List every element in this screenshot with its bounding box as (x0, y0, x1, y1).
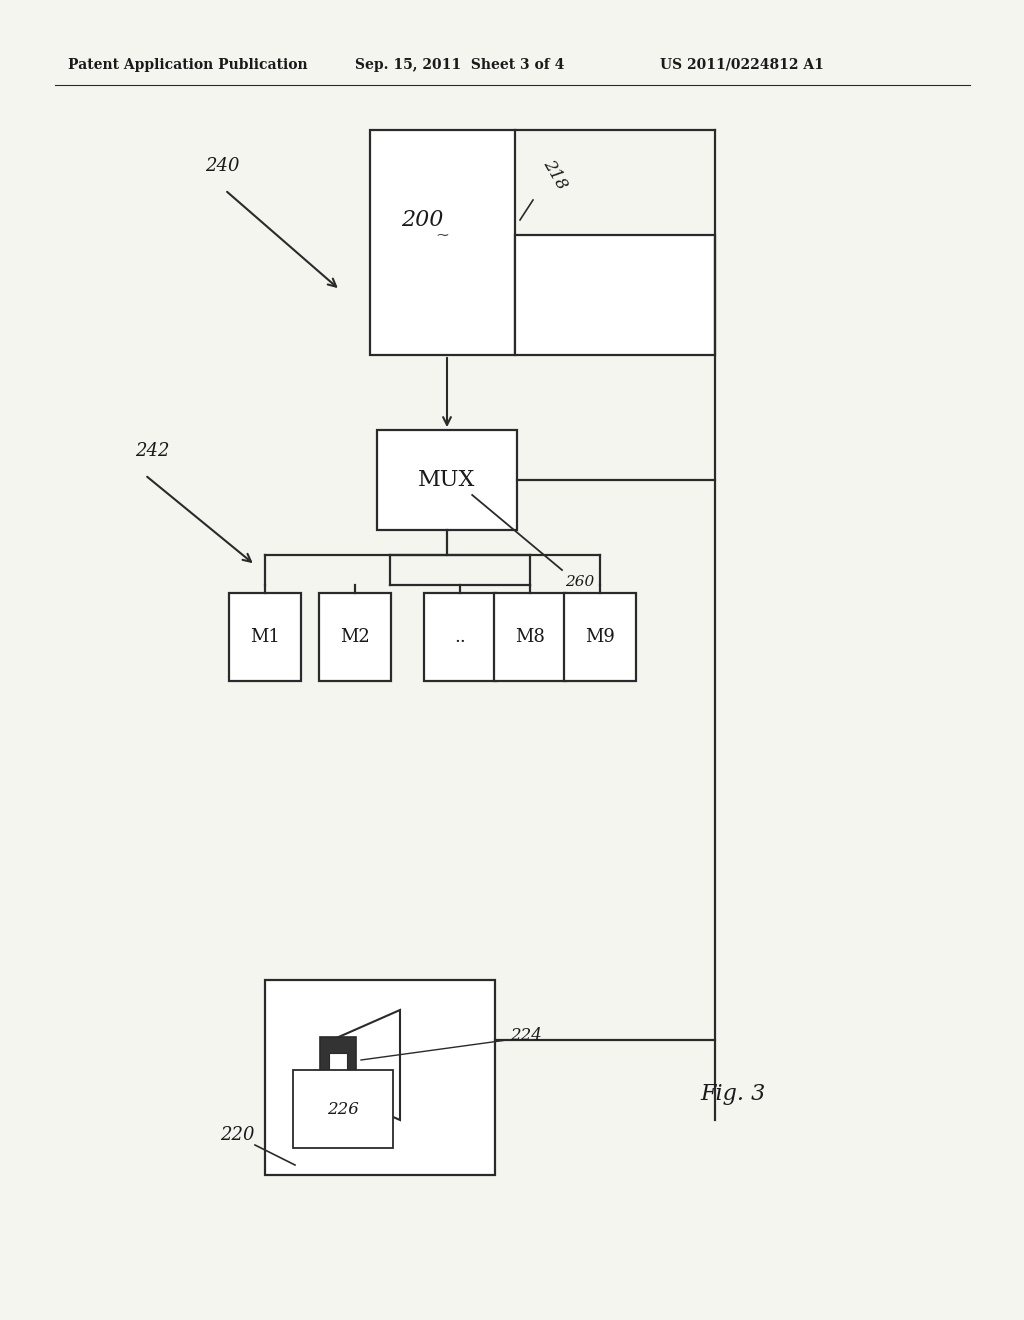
Text: 240: 240 (205, 157, 240, 176)
Text: Fig. 3: Fig. 3 (700, 1082, 765, 1105)
Text: US 2011/0224812 A1: US 2011/0224812 A1 (660, 58, 824, 73)
Text: M9: M9 (585, 628, 615, 645)
Text: M1: M1 (250, 628, 280, 645)
Bar (564, 593, 636, 681)
Bar (293, 1071, 393, 1148)
Bar (515, 235, 715, 355)
Bar (370, 129, 515, 355)
Bar (265, 979, 495, 1175)
Text: Sep. 15, 2011  Sheet 3 of 4: Sep. 15, 2011 Sheet 3 of 4 (355, 58, 564, 73)
Text: 226: 226 (327, 1101, 359, 1118)
Text: Patent Application Publication: Patent Application Publication (68, 58, 307, 73)
Text: ~: ~ (435, 227, 449, 243)
Text: 200: 200 (400, 209, 443, 231)
Text: 218: 218 (540, 157, 570, 193)
Text: ..: .. (454, 628, 466, 645)
Text: 220: 220 (220, 1126, 255, 1144)
Bar (329, 1053, 347, 1077)
Text: 260: 260 (565, 576, 594, 589)
Text: 224: 224 (510, 1027, 542, 1044)
Text: 242: 242 (135, 442, 170, 459)
Bar (229, 593, 301, 681)
Text: MUX: MUX (419, 469, 476, 491)
Text: M2: M2 (340, 628, 370, 645)
Text: M8: M8 (515, 628, 545, 645)
Bar (424, 593, 496, 681)
Bar (319, 1038, 356, 1093)
Bar (377, 430, 517, 531)
Bar (494, 593, 566, 681)
Polygon shape (325, 1010, 400, 1119)
Bar (319, 593, 391, 681)
